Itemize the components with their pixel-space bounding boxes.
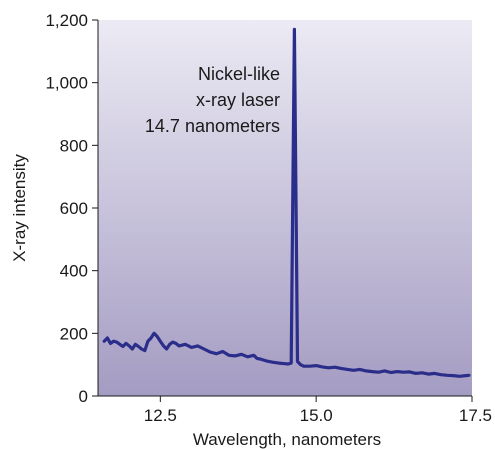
x-axis-ticks: 12.5 15.0 17.5 bbox=[144, 396, 492, 425]
y-axis-ticks: 0 200 400 600 800 1,000 1,200 bbox=[45, 11, 98, 406]
y-tick-label: 200 bbox=[60, 324, 88, 343]
x-tick-label: 15.0 bbox=[300, 406, 333, 425]
y-tick-label: 800 bbox=[60, 136, 88, 155]
y-tick-label: 1,000 bbox=[45, 74, 88, 93]
y-axis-title: X-ray intensity bbox=[10, 154, 29, 262]
series-line-xray-intensity bbox=[102, 27, 471, 378]
y-tick-label: 600 bbox=[60, 199, 88, 218]
x-tick-label: 12.5 bbox=[144, 406, 177, 425]
y-tick-label: 400 bbox=[60, 262, 88, 281]
x-tick-label: 17.5 bbox=[459, 406, 492, 425]
annotation-line-3: 14.7 nanometers bbox=[145, 116, 280, 136]
plot-area bbox=[98, 20, 472, 396]
x-axis-title: Wavelength, nanometers bbox=[193, 430, 381, 449]
annotation-line-2: x-ray laser bbox=[196, 90, 280, 110]
y-tick-label: 0 bbox=[79, 387, 88, 406]
y-tick-label: 1,200 bbox=[45, 11, 88, 30]
annotation-line-1: Nickel-like bbox=[198, 64, 280, 84]
